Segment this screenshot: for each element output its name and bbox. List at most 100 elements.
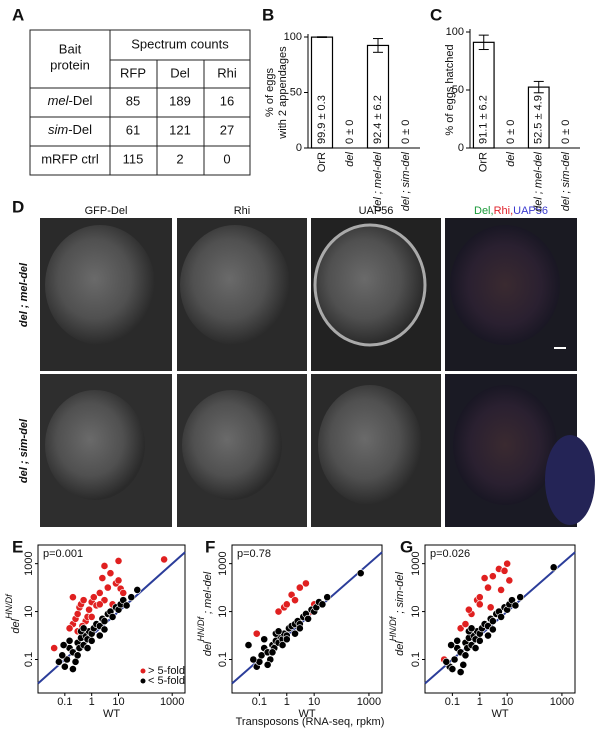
point	[456, 668, 465, 676]
point	[464, 605, 473, 614]
plot-frame	[231, 544, 383, 694]
point	[95, 631, 104, 640]
y-tick-label: 10	[23, 605, 35, 617]
y-tick-label: 1000	[410, 551, 422, 575]
point	[79, 596, 88, 605]
point	[549, 563, 558, 572]
point	[60, 662, 69, 671]
point	[475, 636, 484, 645]
point	[461, 651, 470, 660]
x-tick-label: 1000	[160, 696, 184, 708]
point	[318, 600, 327, 609]
x-tick-label: 1	[477, 696, 483, 708]
point	[448, 665, 457, 673]
x-tick-label: OrR	[478, 152, 490, 172]
y-axis-label: delHN/Df ; sim-del	[388, 572, 406, 656]
panel-letter: D	[12, 197, 24, 216]
legend-marker	[140, 678, 146, 684]
italic-part: mel	[48, 93, 70, 108]
value-label: 92.4 ± 6.2	[372, 95, 384, 144]
plot-frame	[37, 544, 186, 694]
x-axis-label: WT	[491, 708, 508, 720]
point	[73, 609, 82, 618]
point	[100, 617, 109, 626]
nucleus	[450, 225, 560, 345]
point	[122, 601, 131, 610]
table-header: Del	[170, 65, 190, 80]
point	[291, 596, 299, 605]
point	[160, 555, 169, 564]
value-label: 91.1 ± 6.2	[478, 95, 490, 144]
point	[83, 644, 92, 652]
point	[511, 601, 520, 610]
table-cell: sim-Del	[48, 122, 92, 137]
point	[95, 589, 104, 597]
point	[453, 636, 462, 645]
x-tick-label: 10	[308, 696, 320, 708]
table-cell: 27	[220, 122, 234, 137]
point	[108, 612, 117, 621]
point	[497, 586, 505, 594]
table-cell: 2	[176, 151, 183, 166]
table-cell: mel-Del	[48, 93, 93, 108]
image-column-title: Del,Rhi,UAP56	[474, 205, 548, 217]
merge-title-part: Rhi,	[494, 205, 514, 217]
y-tick-label: 100	[284, 31, 302, 43]
table-header: protein	[50, 57, 90, 72]
point	[471, 644, 480, 652]
y-axis-label: delHN/Df	[4, 593, 22, 634]
point	[59, 641, 68, 649]
point	[98, 574, 107, 582]
value-label: 0 ± 0	[344, 120, 356, 144]
point	[87, 612, 96, 621]
x-tick-label: del ; sim-del	[400, 151, 412, 211]
annotation: p=0.026	[430, 548, 470, 560]
table-cell: 121	[169, 122, 191, 137]
point	[103, 583, 112, 592]
x-tick-label: del	[344, 151, 356, 166]
table-cell: 0	[223, 151, 230, 166]
y-tick-label: 100	[446, 26, 464, 38]
value-label: 52.5 ± 4.9	[533, 95, 545, 144]
point	[100, 562, 109, 570]
x-tick-label: 0.1	[57, 696, 72, 708]
panel-letter: B	[262, 5, 274, 24]
point	[263, 660, 272, 669]
point	[461, 620, 470, 629]
micrographs	[40, 218, 595, 527]
point	[486, 603, 495, 612]
point	[54, 657, 63, 666]
y-tick-label: 0	[296, 142, 302, 154]
merge-title-part: Del,	[474, 205, 494, 217]
point	[467, 624, 476, 633]
point	[249, 655, 258, 664]
point	[89, 593, 98, 602]
x-tick-label: 1	[89, 696, 95, 708]
y-label-sup: HN/Df	[196, 616, 206, 642]
value-label: 0 ± 0	[560, 120, 572, 144]
x-tick-label: 10	[501, 696, 513, 708]
point	[50, 644, 59, 652]
y-axis-label: with 2 appendages	[277, 46, 289, 140]
point	[65, 624, 74, 633]
nucleus	[545, 435, 595, 525]
point	[459, 660, 468, 669]
table-header: Rhi	[217, 65, 237, 80]
legend-label: < 5-fold	[148, 675, 185, 687]
table-cell: mRFP ctrl	[41, 151, 99, 166]
point	[282, 635, 291, 644]
y-tick-label: 50	[452, 84, 464, 96]
plain-part: -Del	[68, 122, 92, 137]
annotation: p=0.001	[43, 548, 83, 560]
y-tick-label: 10	[410, 605, 422, 617]
y-tick-label: 1000	[23, 551, 35, 575]
point	[323, 593, 332, 602]
y-axis-label: % of eggs hatched	[444, 44, 456, 135]
y-tick-label: 1000	[217, 551, 229, 575]
point	[127, 593, 136, 602]
x-label-common: Transposons (RNA-seq, rpkm)	[236, 716, 385, 728]
point	[497, 612, 505, 621]
y-label-main: del	[394, 641, 406, 656]
nucleus	[182, 390, 282, 500]
point	[260, 635, 269, 644]
